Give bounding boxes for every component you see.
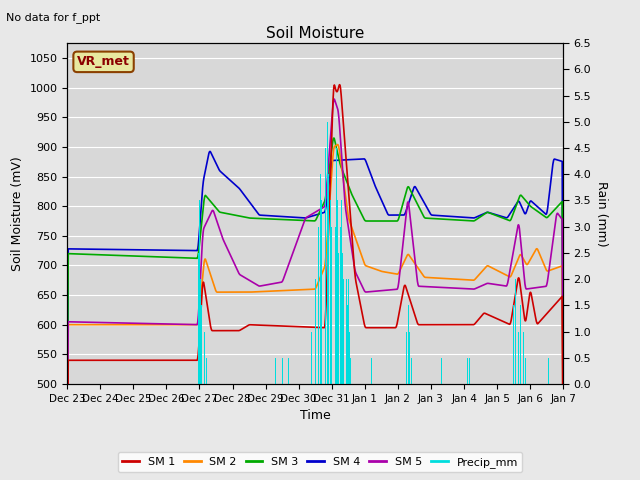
Y-axis label: Rain (mm): Rain (mm)	[595, 181, 608, 246]
Y-axis label: Soil Moisture (mV): Soil Moisture (mV)	[11, 156, 24, 271]
X-axis label: Time: Time	[300, 409, 331, 422]
Text: No data for f_ppt: No data for f_ppt	[6, 12, 100, 23]
Legend: SM 1, SM 2, SM 3, SM 4, SM 5, Precip_mm: SM 1, SM 2, SM 3, SM 4, SM 5, Precip_mm	[118, 452, 522, 472]
Text: VR_met: VR_met	[77, 55, 130, 68]
Title: Soil Moisture: Soil Moisture	[266, 25, 364, 41]
